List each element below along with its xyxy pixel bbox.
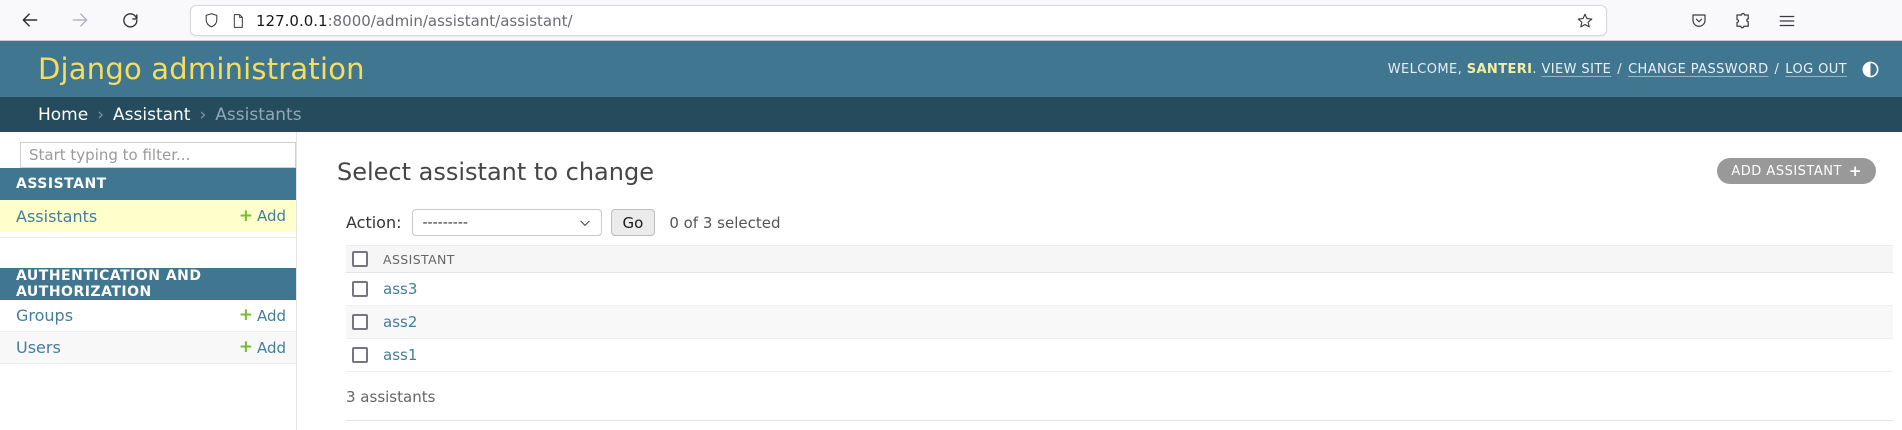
table-header-row: Assistant [346,245,1893,273]
change-password-link[interactable]: CHANGE PASSWORD [1628,61,1769,77]
add-group-link[interactable]: + Add [238,305,286,325]
add-assistant-link[interactable]: + Add [238,205,286,226]
select-all-checkbox[interactable] [352,251,368,267]
forward-arrow-icon [72,13,88,27]
column-header-assistant: Assistant [383,251,455,267]
sidebar-item-groups[interactable]: Groups + Add [0,300,296,332]
breadcrumb-home[interactable]: Home [38,104,89,125]
add-user-link[interactable]: + Add [238,337,286,357]
page-info-icon[interactable] [230,13,246,29]
breadcrumb-separator: › [199,104,207,125]
page-title: Select assistant to change [337,158,654,186]
link-separator: / [1617,61,1623,77]
assistant-link[interactable]: ass1 [383,346,418,364]
back-button[interactable] [16,6,44,34]
reload-button[interactable] [116,6,144,34]
bookmark-star-icon[interactable] [1576,12,1594,30]
sidebar-section-auth: Authentication and Authorization Groups … [0,268,296,364]
site-title[interactable]: Django administration [38,52,365,86]
shield-icon[interactable] [203,12,220,29]
sidebar-item-users[interactable]: Users + Add [0,332,296,364]
row-checkbox[interactable] [352,281,368,297]
user-tools: WELCOME, SANTERI. VIEW SITE / CHANGE PAS… [1388,60,1880,79]
action-label: Action: [346,213,402,232]
sidebar-section-assistant: Assistant Assistants + Add [0,168,296,238]
plus-icon: + [1848,162,1862,180]
back-arrow-icon [22,13,38,27]
nav-sidebar: Assistant Assistants +Add Authentication… [0,132,297,430]
assistants-link[interactable]: Assistants [16,206,98,226]
actions-bar: Action: --------- Go 0 of 3 selected [346,209,1893,236]
url-bar[interactable]: 127.0.0.1:8000/admin/assistant/assistant… [190,5,1607,36]
groups-link[interactable]: Groups [16,306,74,325]
content: Select assistant to change ADD ASSISTANT… [297,132,1902,430]
breadcrumb-current: Assistants [215,104,302,125]
plus-icon: + [238,305,253,325]
table-row: ass2 [346,306,1893,339]
breadcrumb-separator: › [97,104,105,125]
theme-toggle-icon[interactable] [1861,60,1880,79]
sidebar-filter-input[interactable] [20,142,296,168]
assistant-link[interactable]: ass3 [383,280,418,298]
result-count: 3 assistants [346,388,436,406]
action-select[interactable]: --------- [411,209,602,236]
url-host: 127.0.0.1 [256,11,328,30]
welcome-text: WELCOME, [1387,61,1463,77]
admin-header: Django administration WELCOME, SANTERI. … [0,41,1902,97]
plus-icon: + [238,337,253,357]
log-out-link[interactable]: LOG OUT [1785,61,1847,77]
sidebar-section-title: Assistant [0,168,296,200]
chevron-down-icon [579,220,590,226]
menu-hamburger-icon[interactable] [1772,6,1802,36]
link-separator: / [1774,61,1780,77]
view-site-link[interactable]: VIEW SITE [1541,61,1612,77]
pocket-icon[interactable] [1684,6,1714,36]
action-selected-option: --------- [422,214,468,231]
url-text: 127.0.0.1:8000/admin/assistant/assistant… [256,12,573,30]
assistant-link[interactable]: ass2 [383,313,418,331]
row-checkbox[interactable] [352,347,368,363]
extensions-puzzle-icon[interactable] [1728,6,1758,36]
reload-icon [122,12,138,28]
sidebar-item-assistants[interactable]: Assistants + Add [0,200,296,232]
sidebar-section-title: Authentication and Authorization [0,268,296,300]
table-row: ass1 [346,339,1893,372]
browser-toolbar: 127.0.0.1:8000/admin/assistant/assistant… [0,0,1902,41]
url-path: :8000/admin/assistant/assistant/ [327,11,573,30]
plus-icon: + [238,205,253,226]
table-row: ass3 [346,273,1893,306]
breadcrumb: Home › Assistant › Assistants [0,97,1902,132]
go-button[interactable]: Go [610,209,656,236]
action-counter: 0 of 3 selected [669,213,781,232]
breadcrumb-app[interactable]: Assistant [113,104,191,125]
users-link[interactable]: Users [16,338,61,357]
add-assistant-button[interactable]: ADD ASSISTANT + [1717,158,1876,184]
divider [346,420,1893,421]
username: SANTERI [1466,61,1533,77]
welcome-period: . [1532,61,1537,77]
result-table: Assistant ass3 ass2 ass1 [346,245,1893,372]
forward-button[interactable] [66,6,94,34]
row-checkbox[interactable] [352,314,368,330]
